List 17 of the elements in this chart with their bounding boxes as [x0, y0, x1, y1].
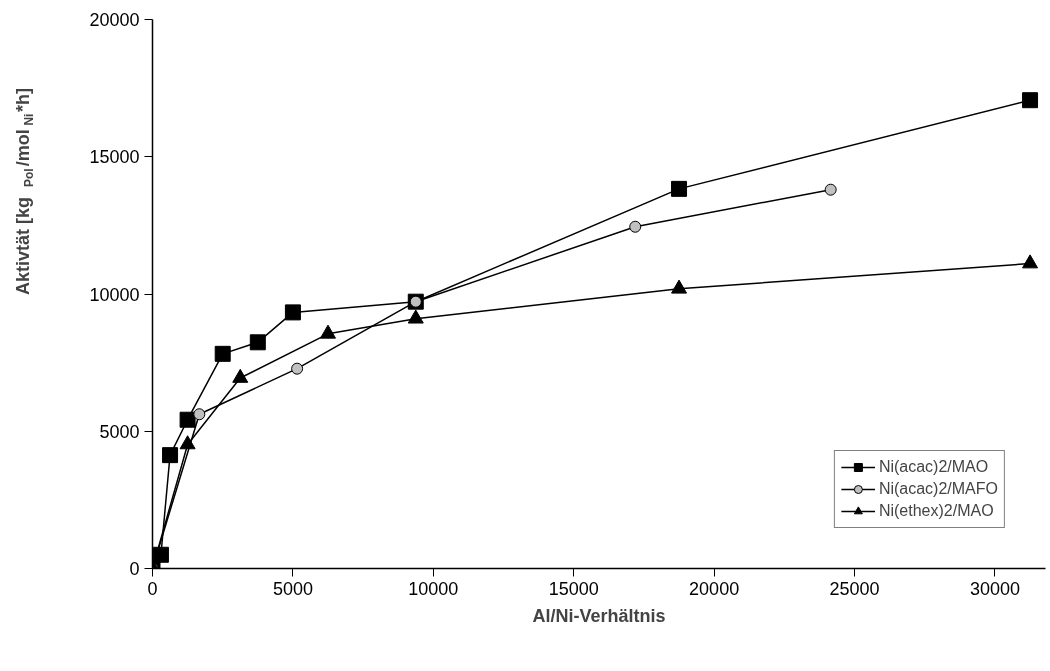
- y-tick-label: 0: [129, 559, 140, 579]
- x-tick-label: 20000: [689, 578, 740, 599]
- y-tick-label: 20000: [89, 10, 140, 30]
- x-axis-title: Al/Ni-Verhältnis: [532, 605, 666, 626]
- x-tick-label: 10000: [408, 578, 459, 599]
- x-tick-label: 5000: [272, 578, 313, 599]
- legend-label: Ni(ethex)2/MAO: [878, 502, 994, 520]
- y-tick-label: 5000: [99, 421, 140, 442]
- y-tick-label: 15000: [89, 147, 140, 168]
- x-tick-label: 0: [147, 578, 158, 599]
- x-tick-label: 25000: [829, 578, 880, 599]
- y-tick-label: 10000: [89, 284, 140, 305]
- x-tick-label: 15000: [548, 578, 599, 599]
- y-axis-title: Aktivtät [kgPol/molNi*h]: [12, 88, 36, 296]
- x-tick-label: 30000: [969, 578, 1020, 599]
- legend-label: Ni(acac)2/MAO: [878, 458, 989, 476]
- legend-label: Ni(acac)2/MAFO: [878, 480, 998, 498]
